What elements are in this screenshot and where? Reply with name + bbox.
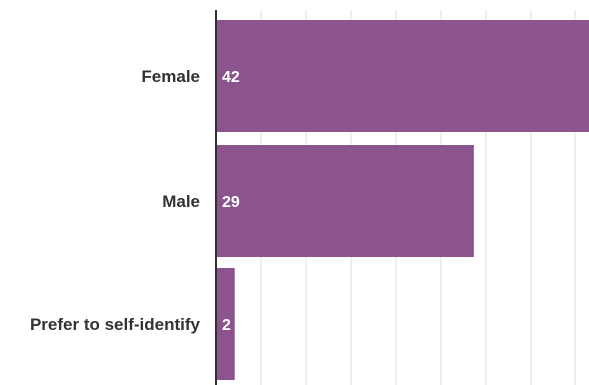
category-label-prefer-to-self-identify: Prefer to self-identify <box>30 315 201 334</box>
bar-prefer-to-self-identify <box>217 268 235 380</box>
value-label-prefer-to-self-identify: 2 <box>222 317 231 334</box>
bar-male <box>217 145 474 257</box>
category-labels: Female Male Prefer to self-identify <box>30 67 201 334</box>
value-labels: 42 29 2 <box>222 69 240 334</box>
bar-female <box>217 20 589 132</box>
value-label-male: 29 <box>222 194 240 211</box>
bars <box>217 20 589 380</box>
category-label-female: Female <box>141 67 200 86</box>
category-label-male: Male <box>162 192 200 211</box>
value-label-female: 42 <box>222 69 240 86</box>
